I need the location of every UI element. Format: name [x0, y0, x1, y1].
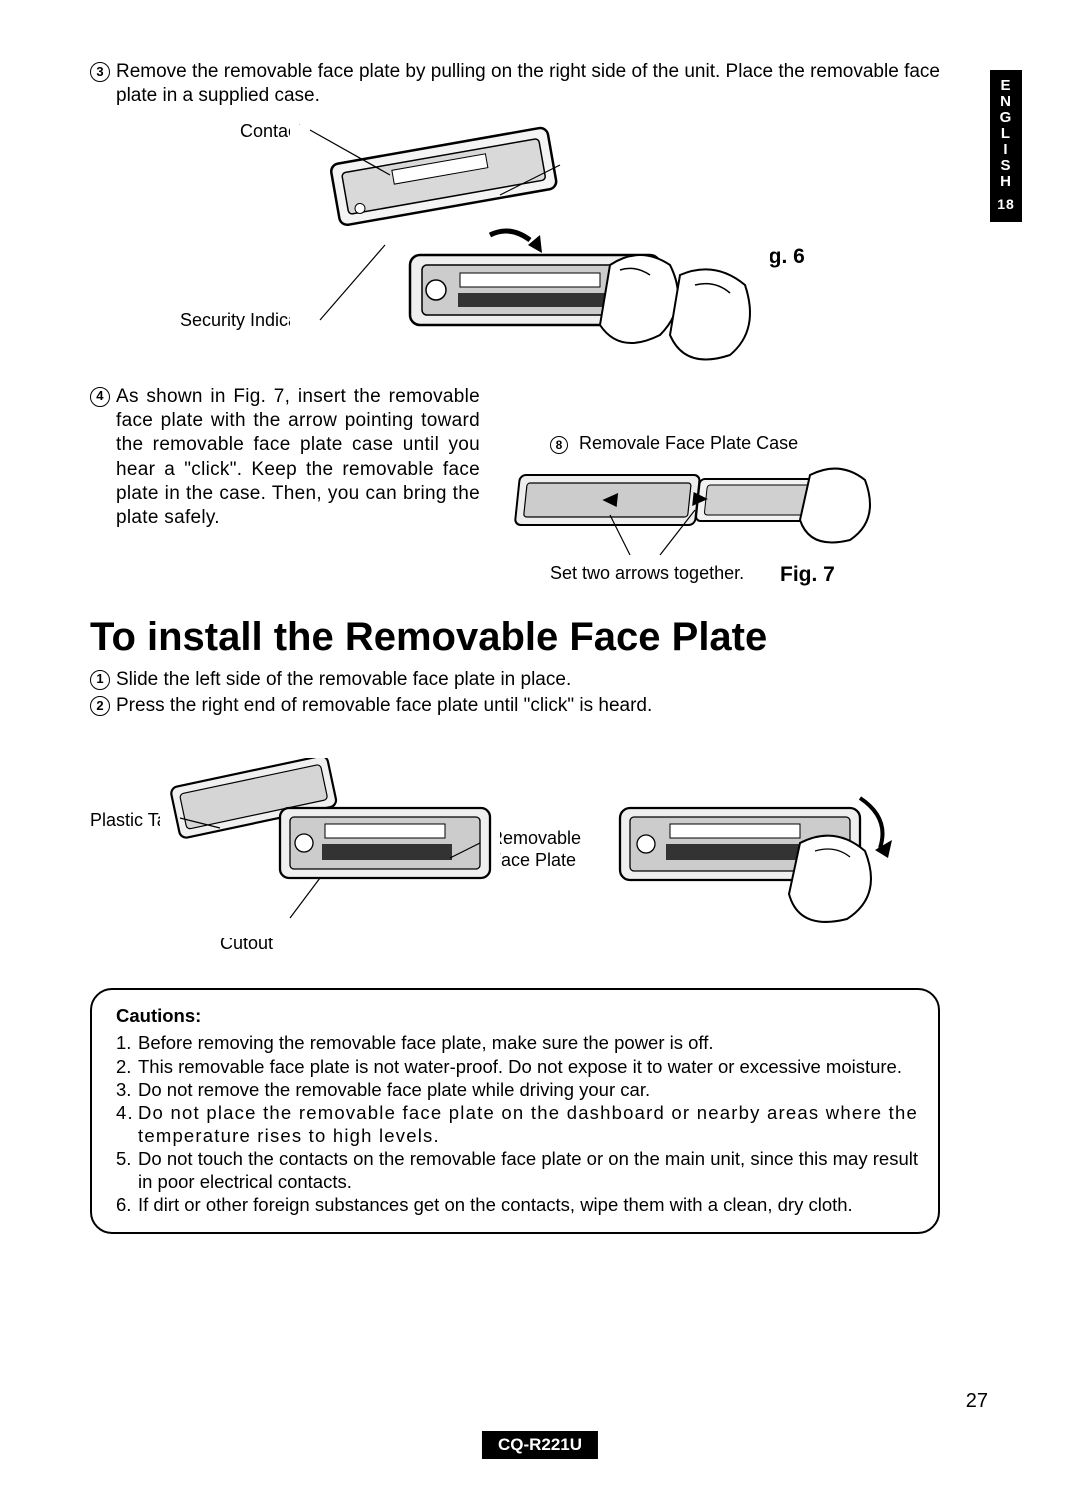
caution-item: 3.Do not remove the removable face plate… — [116, 1078, 918, 1101]
section-number: 18 — [990, 196, 1022, 212]
fig7-callout-number-icon: 8 — [550, 436, 568, 454]
step-4-row: 4 As shown in Fig. 7, insert the removab… — [90, 385, 940, 585]
removable-label: Removable — [490, 828, 581, 849]
install-step-2: 2 Press the right end of removable face … — [90, 694, 940, 718]
fig-7-caption: Fig. 7 — [780, 563, 835, 587]
caution-item: 4.Do not place the removable face plate … — [116, 1101, 918, 1147]
language-tab: E N G L I S H 18 — [990, 70, 1022, 222]
caution-item: 1.Before removing the removable face pla… — [116, 1031, 918, 1054]
step-4: 4 As shown in Fig. 7, insert the removab… — [90, 385, 480, 531]
step-4-number-icon: 4 — [90, 387, 110, 407]
step-3: 3 Remove the removable face plate by pul… — [90, 60, 940, 109]
page-number: 27 — [966, 1390, 988, 1413]
install-step-2-text: Press the right end of removable face pl… — [116, 694, 652, 718]
install-step-1-number-icon: 1 — [90, 670, 110, 690]
step-3-number-icon: 3 — [90, 62, 110, 82]
fig-8-illustration — [160, 758, 500, 938]
caution-item: 2.This removable face plate is not water… — [116, 1055, 918, 1078]
cautions-box: Cautions: 1.Before removing the removabl… — [90, 988, 940, 1234]
step-4-text: As shown in Fig. 7, insert the removable… — [116, 385, 480, 531]
fig-6-illustration — [290, 125, 770, 385]
fig7-case-label: Removale Face Plate Case — [574, 433, 798, 453]
step-3-text: Remove the removable face plate by pulli… — [116, 60, 940, 109]
page-content: 3 Remove the removable face plate by pul… — [90, 60, 940, 1234]
figures-8-9: Plastic Tab Cutout Removable Face Plate … — [90, 738, 940, 958]
language-label: E N G L I S H — [990, 78, 1022, 190]
face-plate-label: Face Plate — [490, 850, 576, 871]
install-step-2-number-icon: 2 — [90, 696, 110, 716]
install-step-1: 1 Slide the left side of the removable f… — [90, 668, 940, 692]
install-step-1-text: Slide the left side of the removable fac… — [116, 668, 571, 692]
install-steps: 1 Slide the left side of the removable f… — [90, 668, 940, 719]
figure-7: 8 Removale Face Plate Case Set two arrow… — [480, 385, 940, 585]
cautions-title: Cautions: — [116, 1004, 918, 1027]
fig-7-illustration — [510, 455, 890, 565]
model-footer: CQ-R221U — [482, 1431, 598, 1459]
fig-9-illustration — [610, 778, 910, 938]
fig7-arrows-label: Set two arrows together. — [550, 563, 744, 584]
caution-item: 5.Do not touch the contacts on the remov… — [116, 1147, 918, 1193]
install-title: To install the Removable Face Plate — [90, 615, 940, 660]
caution-item: 6.If dirt or other foreign substances ge… — [116, 1193, 918, 1216]
cautions-list: 1.Before removing the removable face pla… — [116, 1031, 918, 1216]
figure-6: Contacts Main Unit Security Indicator Fi… — [90, 115, 940, 385]
